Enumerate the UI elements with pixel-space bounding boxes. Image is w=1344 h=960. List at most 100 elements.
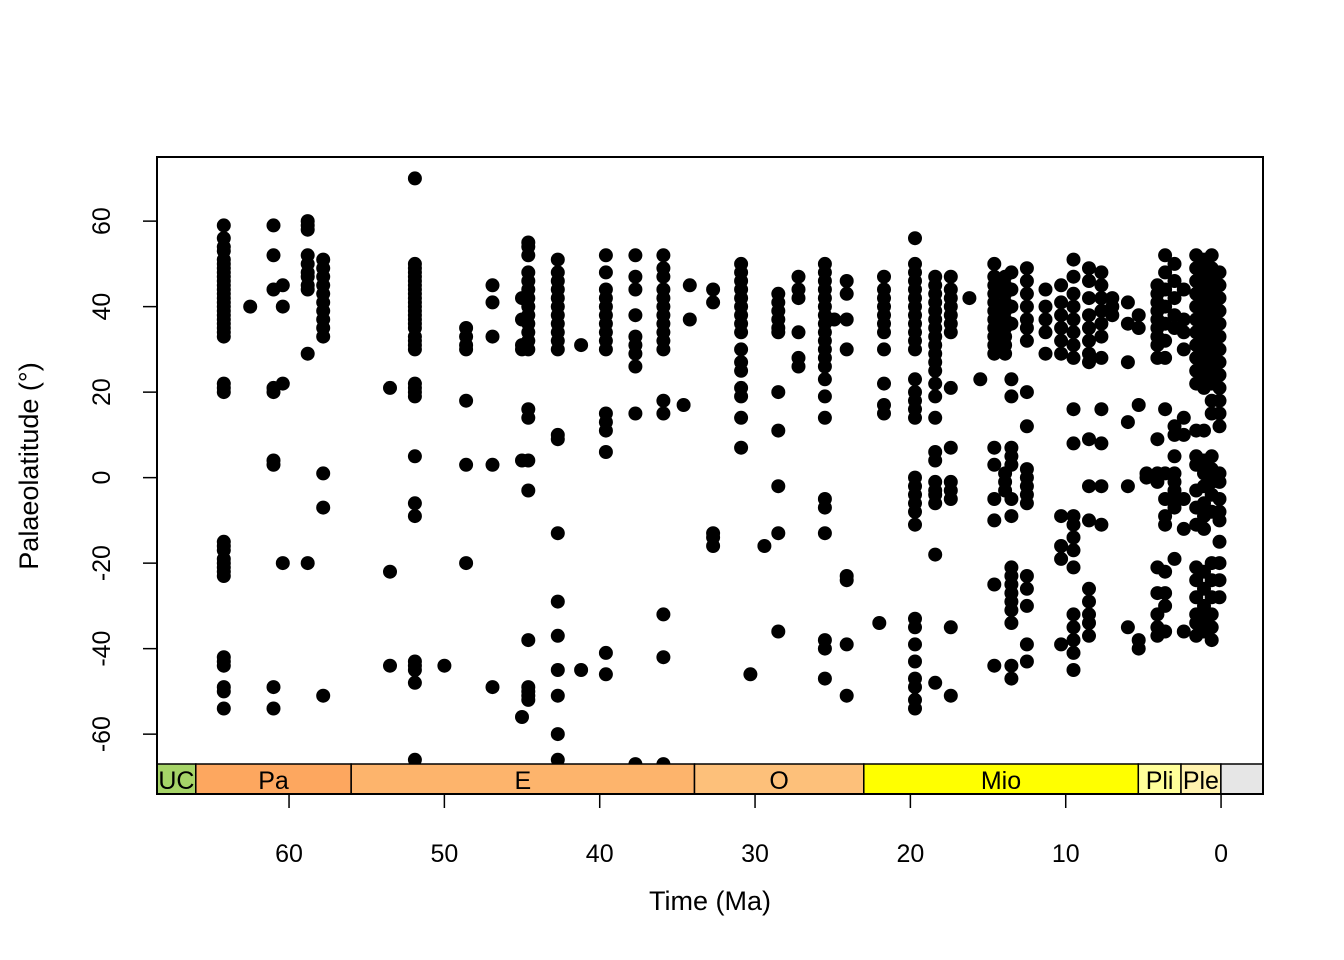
data-point [1176,282,1191,297]
data-point [459,342,474,357]
data-point [928,376,943,391]
data-point [908,620,922,635]
data-point [817,500,832,515]
data-point [266,385,281,400]
data-point [1038,325,1053,340]
data-point [628,282,643,297]
data-point [1158,299,1173,314]
data-point [1176,624,1191,639]
data-point [485,295,500,310]
data-point [1019,419,1034,434]
data-point [987,492,1002,506]
data-point [598,342,613,357]
data-point [1054,295,1069,310]
data-point [300,222,315,237]
data-point [1094,303,1109,318]
data-point [656,607,671,622]
data-point [300,346,315,361]
data-point [771,423,786,438]
data-point [1004,457,1019,472]
data-point [908,701,922,716]
data-point [791,325,806,340]
data-point [1066,325,1081,340]
data-point [1054,539,1069,553]
data-point [628,248,643,263]
data-point [1082,333,1096,348]
data-point [1038,299,1053,314]
data-point [1054,278,1069,293]
data-point [266,218,281,233]
data-point [407,509,422,524]
data-point [998,346,1013,361]
data-point [908,654,922,669]
data-point [1004,603,1019,618]
data-point [1019,496,1034,511]
data-point [216,385,231,400]
data-point [1019,333,1034,348]
data-point [908,231,922,246]
data-point [908,410,922,425]
data-point [771,479,786,494]
data-point [266,248,281,263]
data-point [1066,543,1081,558]
data-point [1212,380,1227,395]
data-point [1197,423,1211,438]
data-point [485,278,500,293]
data-point [1054,333,1069,348]
data-point [459,393,474,408]
data-point [987,658,1002,673]
data-point [275,376,290,391]
data-point [1019,299,1034,314]
data-point [1054,509,1069,524]
data-point [216,658,231,673]
data-point [521,342,536,357]
data-point [1004,389,1019,404]
data-point [1066,560,1081,575]
data-point [1082,291,1096,306]
geologic-time-scale: UC Pa E O Mio Pli Ple [156,763,1264,795]
data-point [817,641,832,656]
data-point [877,269,891,284]
time-period-label: Ple [1183,767,1219,795]
data-point [943,688,958,703]
data-point [1158,598,1173,613]
data-point [1212,329,1227,344]
data-point [1212,316,1227,331]
data-point [1066,436,1081,451]
data-point [1004,492,1019,506]
data-point [1158,624,1173,639]
data-point [943,325,958,340]
data-point [1212,291,1227,306]
data-point [1004,671,1019,686]
data-point [521,483,536,498]
data-point [839,312,854,327]
data-point [1094,436,1109,451]
data-point [1212,474,1227,489]
data-point [275,299,290,314]
data-point [1212,590,1227,605]
data-point [1082,308,1096,323]
data-point [1054,346,1069,361]
data-point [734,389,749,404]
data-point [1004,299,1019,314]
data-point [216,329,231,344]
data-point [1204,248,1219,263]
data-point [1212,393,1227,408]
data-point [1066,620,1081,635]
data-point [574,663,589,677]
data-point [817,359,832,374]
data-point [1120,620,1135,635]
data-point [1120,355,1135,370]
data-point [827,312,842,327]
data-point [1204,633,1219,648]
y-tick-label: 40 [88,293,116,321]
data-point [908,342,922,357]
data-point [1212,573,1227,588]
data-point [987,577,1002,592]
data-point [275,278,290,293]
data-point [734,325,749,340]
data-point [628,406,643,421]
data-point [1158,402,1173,417]
data-point [656,393,671,408]
data-point [1082,616,1096,630]
